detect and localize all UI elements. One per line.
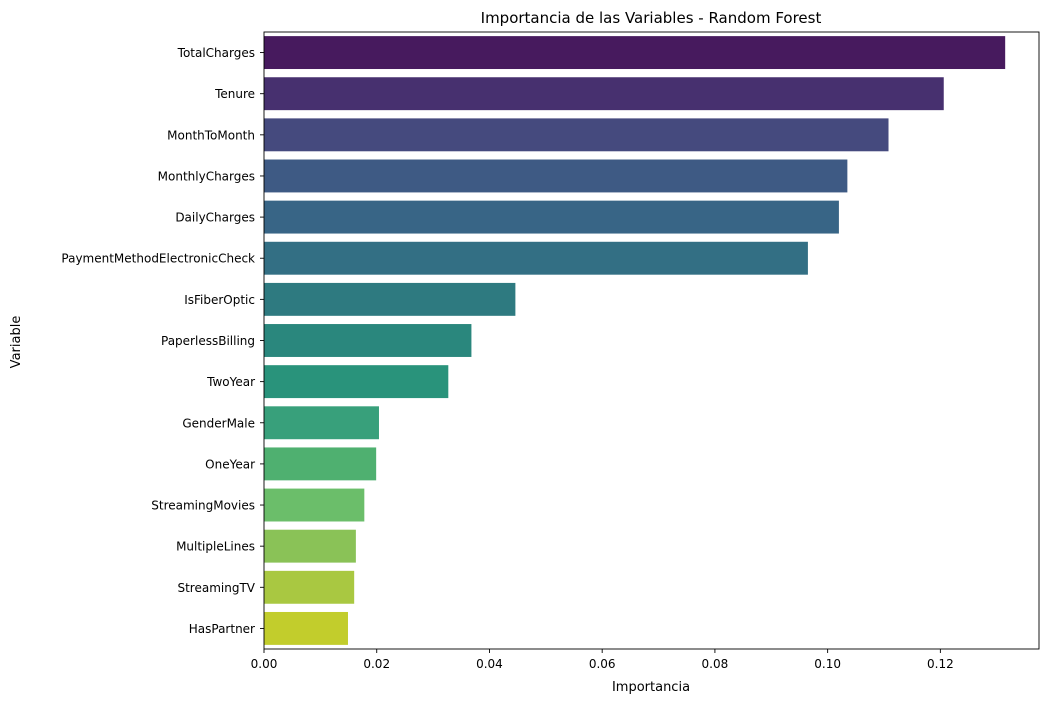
bar-monthtomonth [264, 118, 889, 152]
y-tick-label: TwoYear [206, 375, 255, 389]
plot-frame [263, 31, 1040, 650]
x-tick-label: 0.04 [476, 657, 503, 671]
y-tick-label: OneYear [205, 457, 255, 471]
bar-twoyear [264, 365, 449, 399]
x-tick-label: 0.02 [363, 657, 390, 671]
x-tick-label: 0.06 [589, 657, 616, 671]
bar-paperlessbilling [264, 324, 472, 357]
bar-streamingmovies [264, 488, 365, 522]
x-tick-label: 0.12 [927, 657, 954, 671]
bars-group [264, 36, 1006, 645]
y-tick-label: MonthToMonth [167, 128, 255, 142]
x-axis-label: Importancia [612, 680, 690, 695]
bar-oneyear [264, 447, 377, 481]
bar-multiplelines [264, 529, 356, 563]
bar-haspartner [264, 611, 348, 645]
x-tick-label: 0.00 [251, 657, 278, 671]
y-axis-ticks: TotalCharges Tenure MonthToMonth MonthlyCha… [61, 46, 264, 636]
y-tick-label: PaperlessBilling [161, 334, 255, 348]
x-tick-label: 0.08 [702, 657, 729, 671]
y-tick-label: IsFiberOptic [184, 293, 255, 307]
y-tick-label: HasPartner [189, 622, 255, 636]
bar-tenure [264, 77, 944, 111]
bar-isfiberoptic [264, 282, 516, 316]
bar-gendermale [264, 406, 379, 440]
y-tick-label: DailyCharges [175, 211, 255, 225]
bar-paymentmethodelectroniccheck [264, 241, 808, 275]
x-tick-label: 0.10 [814, 657, 841, 671]
bar-streamingtv [264, 570, 355, 604]
y-tick-label: PaymentMethodElectronicCheck [61, 252, 255, 266]
y-tick-label: MultipleLines [176, 540, 255, 554]
bar-dailycharges [264, 200, 839, 234]
y-tick-label: Tenure [214, 87, 255, 101]
y-axis-label: Variable [9, 316, 24, 369]
bar-totalcharges [264, 36, 1006, 70]
y-tick-label: StreamingMovies [151, 499, 255, 513]
bar-monthlycharges [264, 159, 848, 193]
x-axis-ticks: 0.00 0.02 0.04 0.06 0.08 0.10 0.12 [251, 649, 954, 671]
y-tick-label: StreamingTV [177, 581, 255, 595]
chart-title: Importancia de las Variables - Random Fo… [481, 9, 822, 27]
y-tick-label: MonthlyCharges [158, 169, 255, 183]
y-tick-label: TotalCharges [177, 46, 255, 60]
y-tick-label: GenderMale [182, 416, 255, 430]
